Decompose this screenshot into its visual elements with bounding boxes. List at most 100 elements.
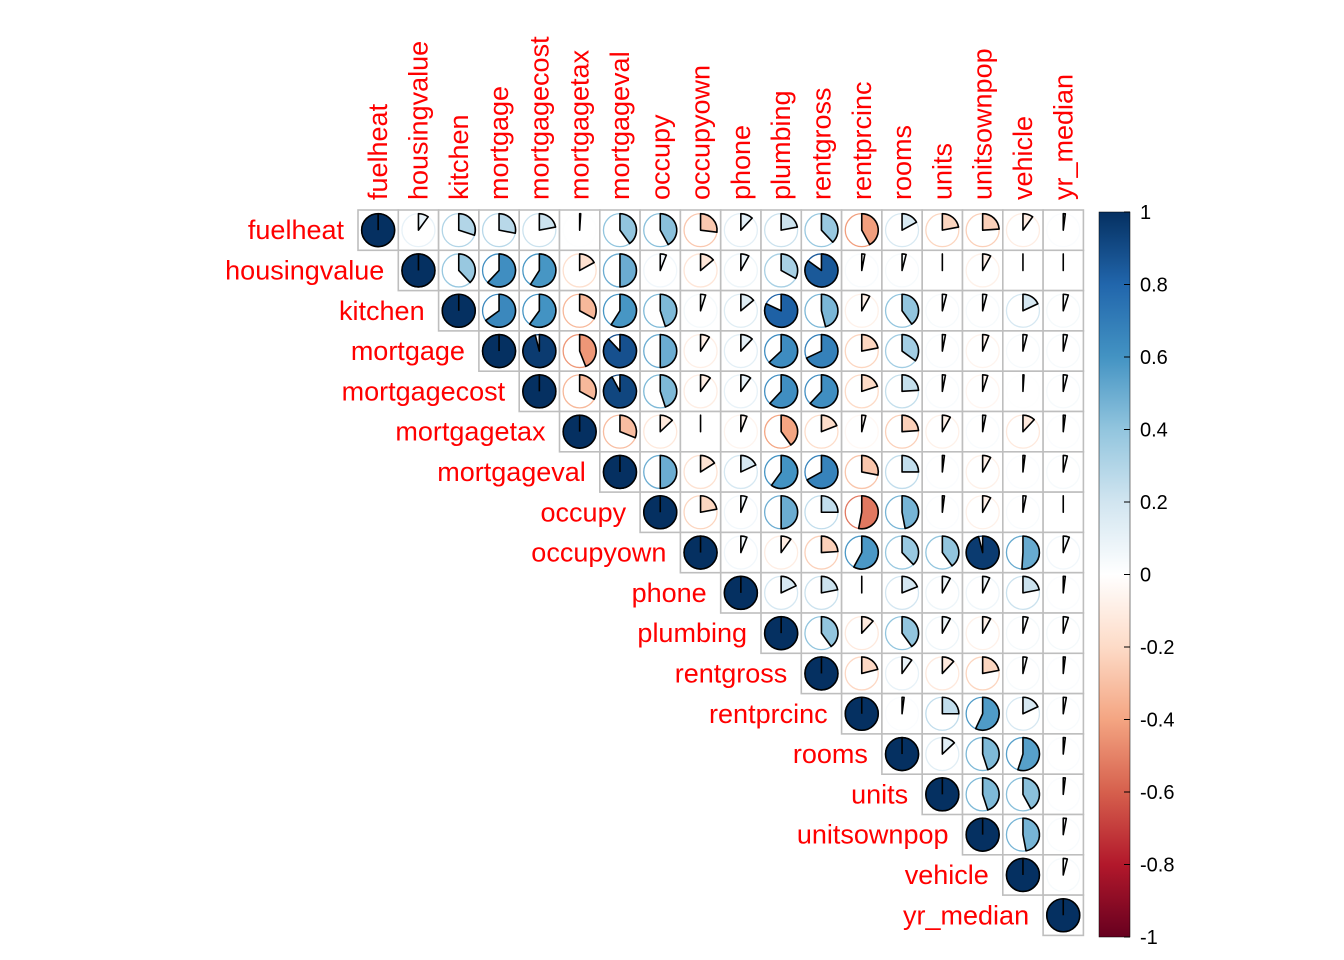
cell-mortgage-occupy: [639, 330, 682, 372]
pie-wedge: [981, 777, 1000, 811]
cell-kitchen-vehicle: [1001, 289, 1044, 332]
cell-housingvalue-vehicle: [1001, 249, 1044, 292]
cell-kitchen-occupy: [639, 289, 682, 332]
cell-phone-units: [921, 571, 964, 614]
pie-wedge: [809, 374, 839, 409]
cell-mortgagetax-mortgageval: [598, 410, 641, 453]
row-label-phone: phone: [632, 578, 707, 608]
row-label-occupyown: occupyown: [531, 538, 666, 568]
cell-housingvalue-rentprcinc: [840, 249, 883, 292]
cell-phone-vehicle: [1001, 571, 1044, 614]
row-label-mortgageval: mortgageval: [437, 457, 586, 487]
col-label-fuelheat: fuelheat: [363, 103, 393, 200]
cell-mortgagecost-units: [921, 370, 964, 413]
row-label-unitsownpop: unitsownpop: [797, 820, 949, 850]
cell-occupyown-rentprcinc: [840, 531, 883, 574]
cell-occupyown-units: [921, 531, 964, 574]
cell-plumbing-rooms: [881, 612, 924, 655]
cell-occupyown-yr_median: [1042, 531, 1085, 574]
cell-occupy-occupyown: [679, 491, 722, 534]
colorbar-tick-label: -0.2: [1140, 637, 1174, 659]
cell-mortgage-occupyown: [679, 330, 722, 372]
cell-mortgageval-phone: [719, 450, 762, 493]
cell-occupy-unitsownpop: [961, 491, 1004, 534]
cell-mortgagetax-yr_median: [1042, 410, 1085, 453]
pie-wedge: [941, 454, 946, 473]
cell-kitchen-yr_median: [1042, 289, 1085, 332]
cell-kitchen-mortgagecost: [518, 289, 561, 332]
col-label-mortgagecost: mortgagecost: [524, 36, 554, 200]
pie-wedge: [860, 656, 879, 675]
cell-fuelheat-yr_median: [1042, 209, 1085, 252]
cell-mortgagecost-occupy: [639, 370, 682, 413]
pie-wedge: [941, 293, 948, 312]
pie-wedge: [901, 414, 920, 433]
colorbar-tick-label: -1: [1140, 927, 1158, 949]
cell-rentgross-unitsownpop: [961, 652, 1004, 695]
cell-occupyown-rooms: [881, 531, 924, 574]
pie-wedge: [1022, 494, 1027, 514]
cell-fuelheat-fuelheat: [357, 209, 400, 252]
cell-rooms-units: [921, 733, 964, 776]
cell-mortgage-vehicle: [1001, 330, 1044, 372]
cell-occupyown-unitsownpop: [961, 531, 1004, 574]
cell-housingvalue-phone: [719, 249, 762, 292]
cell-plumbing-units: [921, 612, 964, 655]
pie-wedge: [780, 535, 792, 554]
pie-wedge: [941, 494, 946, 514]
pie-wedge: [965, 535, 1000, 570]
cell-mortgage-mortgage: [478, 330, 520, 372]
pie-wedge: [981, 494, 992, 514]
cell-units-vehicle: [1001, 773, 1044, 816]
cell-mortgageval-unitsownpop: [961, 450, 1004, 493]
cell-mortgageval-plumbing: [760, 450, 803, 493]
pie-wedge: [901, 212, 918, 231]
pie-wedge: [740, 374, 752, 393]
pie-wedge: [699, 374, 712, 393]
pie-wedge: [1062, 293, 1070, 312]
col-label-rentgross: rentgross: [806, 87, 836, 200]
cell-rooms-vehicle: [1001, 733, 1044, 776]
pie-wedge: [457, 212, 477, 237]
pie-wedge: [981, 333, 990, 352]
pie-wedge: [1062, 535, 1071, 554]
pie-wedge: [1062, 374, 1069, 393]
cell-phone-rooms: [881, 571, 924, 614]
cell-occupy-plumbing: [760, 491, 803, 534]
pie-wedge: [1062, 212, 1067, 231]
cell-mortgagecost-plumbing: [760, 370, 803, 413]
cell-mortgageval-rooms: [881, 450, 924, 493]
cell-mortgageval-occupy: [639, 450, 682, 493]
pie-wedge: [857, 494, 880, 530]
cell-mortgage-rentgross: [800, 330, 843, 372]
row-label-mortgagecost: mortgagecost: [342, 376, 506, 406]
cell-housingvalue-plumbing: [760, 249, 803, 292]
cell-mortgageval-mortgageval: [598, 450, 641, 493]
cell-vehicle-vehicle: [1001, 853, 1044, 896]
pie-wedge: [901, 575, 919, 594]
cell-kitchen-rentprcinc: [840, 289, 883, 332]
pie-wedge: [740, 293, 755, 312]
pie-wedge: [780, 212, 799, 231]
cell-rentgross-vehicle: [1001, 652, 1044, 695]
pie-wedge: [860, 333, 879, 352]
cell-housingvalue-units: [921, 249, 964, 292]
pie-wedge: [659, 212, 678, 246]
pie-wedge: [659, 253, 668, 272]
pie-wedge: [740, 535, 748, 554]
cell-mortgage-phone: [719, 330, 762, 372]
cell-rentprcinc-unitsownpop: [961, 692, 1004, 735]
colorbar-tick-label: -0.6: [1140, 782, 1174, 804]
col-label-mortgageval: mortgageval: [605, 51, 635, 200]
cell-housingvalue-occupy: [639, 249, 682, 292]
cell-occupy-vehicle: [1001, 491, 1044, 534]
pie-wedge: [780, 494, 799, 530]
pie-wedge: [860, 212, 880, 246]
pie-wedge: [1022, 817, 1041, 852]
cell-fuelheat-plumbing: [760, 209, 803, 252]
pie-wedge: [1062, 696, 1068, 715]
pie-wedge: [941, 374, 947, 393]
cell-occupyown-occupyown: [679, 531, 722, 574]
pie-wedge: [740, 212, 753, 231]
